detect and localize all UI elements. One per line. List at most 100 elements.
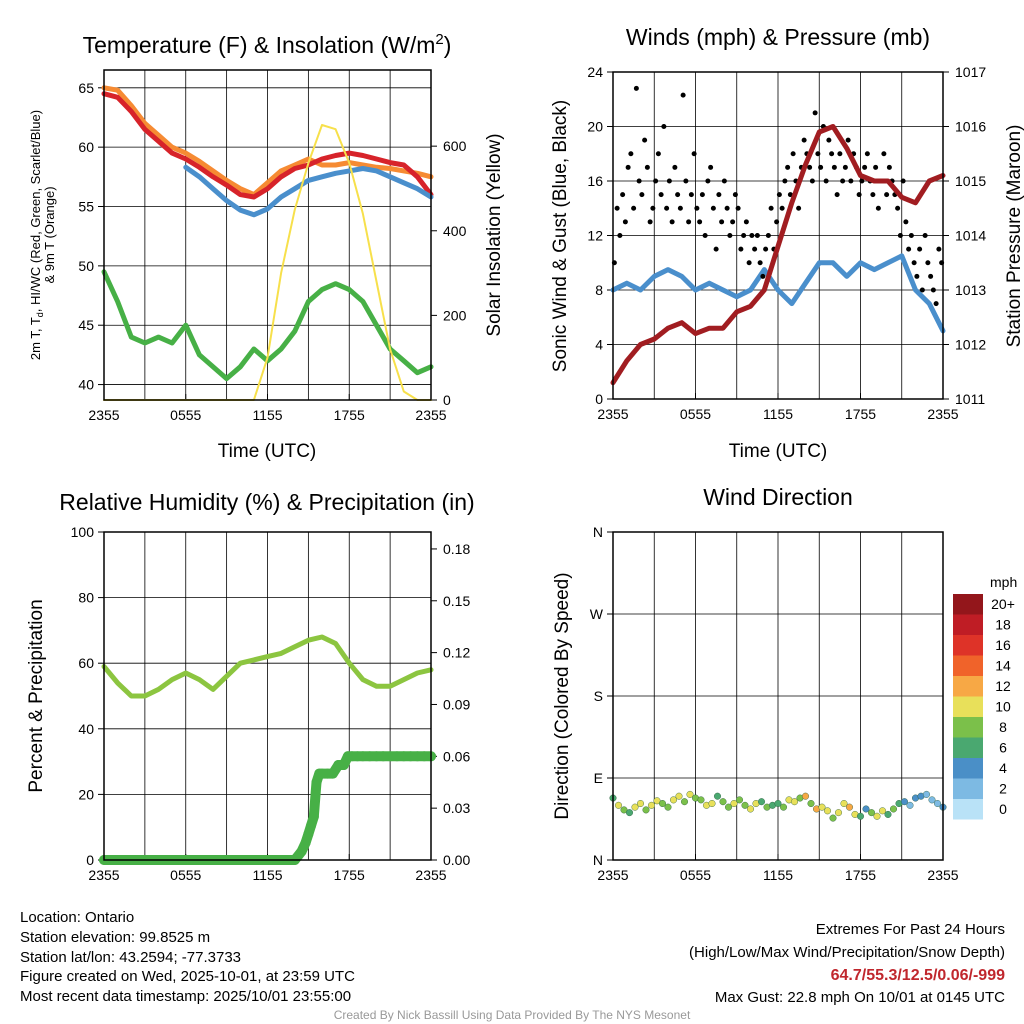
- gust-point: [809, 178, 815, 184]
- wind-direction-title: Wind Direction: [703, 484, 853, 510]
- gust-point: [881, 151, 887, 157]
- y-tick-label: 20: [587, 119, 603, 135]
- gust-point: [856, 192, 862, 198]
- colorbar-swatch: [953, 778, 983, 799]
- wind-direction-point: [791, 798, 799, 806]
- gust-point: [650, 205, 656, 211]
- gust-point: [834, 192, 840, 198]
- wind-direction-point: [807, 800, 815, 808]
- gust-point: [730, 219, 736, 225]
- colorbar-label: 0: [999, 801, 1007, 817]
- y-tick-label: N: [593, 524, 603, 540]
- gust-point: [644, 164, 650, 170]
- gust-point: [815, 151, 821, 157]
- wind-direction-point: [697, 796, 705, 804]
- gust-point: [688, 192, 694, 198]
- sonic-wind-line: [610, 253, 946, 334]
- y-right-tick-label: 400: [443, 223, 467, 239]
- gust-point: [666, 178, 672, 184]
- wind-direction-point: [736, 796, 744, 804]
- gust-point: [721, 178, 727, 184]
- wind-direction-point: [620, 806, 628, 814]
- gust-point: [917, 246, 923, 252]
- y-right-tick-label: 1011: [955, 391, 985, 407]
- wind-direction-point: [642, 806, 650, 814]
- gust-point: [785, 164, 791, 170]
- solar-y-label: Solar Insolation (Yellow): [484, 133, 505, 336]
- gust-point: [642, 137, 648, 143]
- wind-direction-point: [901, 798, 909, 806]
- gust-point: [749, 233, 755, 238]
- y-tick-label: 60: [78, 139, 94, 155]
- colorbar-swatch: [953, 799, 983, 820]
- gust-point: [617, 233, 623, 238]
- plot-frame: [612, 71, 944, 400]
- created-text: Figure created on Wed, 2025-10-01, at 23…: [20, 968, 355, 985]
- temp-y-label: 2m T, Td, HI/WC (Red, Green, Scarlet/Blu…: [28, 110, 45, 360]
- colorbar-swatch: [953, 614, 983, 635]
- wind-direction-point: [818, 803, 826, 811]
- gust-point: [719, 219, 725, 225]
- wind-direction-point: [868, 809, 876, 817]
- gust-point: [683, 178, 689, 184]
- gust-point: [911, 260, 917, 266]
- gust-point: [628, 151, 634, 157]
- wind-direction-point: [934, 800, 942, 808]
- y-tick-label: 8: [595, 282, 603, 298]
- y-tick-label: 24: [587, 64, 603, 80]
- colorbar-swatch: [953, 737, 983, 758]
- temp-2m-line: [101, 91, 434, 200]
- y-right-tick-label: 1014: [955, 228, 986, 244]
- wind-direction-point: [780, 803, 788, 811]
- colorbar-swatch: [953, 655, 983, 676]
- gust-point: [702, 233, 708, 238]
- wind-direction-point: [890, 805, 898, 813]
- pressure-y-label: Station Pressure (Maroon): [1004, 125, 1024, 348]
- y-right-tick-label: 1017: [955, 64, 986, 80]
- wind-direction-point: [862, 805, 870, 813]
- winds-y-label: Sonic Wind & Gust (Blue, Black): [550, 100, 571, 372]
- colorbar-label: 12: [995, 678, 1011, 694]
- x-tick-label: 1155: [252, 407, 282, 423]
- colorbar-label: 8: [999, 719, 1007, 735]
- gust-point: [840, 178, 846, 184]
- gust-point: [669, 219, 675, 225]
- y-right-tick-label: 0.09: [443, 696, 470, 712]
- gust-point: [653, 178, 659, 184]
- wind-direction-point: [835, 809, 843, 817]
- gust-point: [908, 233, 914, 238]
- gust-point: [933, 301, 939, 307]
- gust-point: [705, 178, 711, 184]
- wind-direction-point: [714, 792, 722, 800]
- wind-direction-point: [928, 796, 936, 804]
- gust-point: [636, 178, 642, 184]
- y-tick-label: 60: [78, 655, 94, 671]
- gust-point: [884, 192, 890, 198]
- gust-point: [787, 192, 793, 198]
- y-right-tick-label: 0.18: [443, 541, 470, 557]
- gust-point: [694, 205, 700, 211]
- wind-direction-point: [664, 803, 672, 811]
- colorbar-swatch: [953, 635, 983, 656]
- y-right-tick-label: 1013: [955, 282, 986, 298]
- gust-point: [870, 192, 876, 198]
- gust-point: [622, 219, 628, 225]
- credit-text: Created By Nick Bassill Using Data Provi…: [334, 1008, 691, 1022]
- rh-y-label: Percent & Precipitation: [26, 599, 47, 792]
- gust-point: [903, 219, 909, 225]
- wind-direction-point: [873, 812, 881, 820]
- wind-direction-point: [884, 810, 892, 818]
- colorbar-swatch: [953, 758, 983, 779]
- extremes-subtitle: (High/Low/Max Wind/Precipitation/Snow De…: [689, 944, 1005, 961]
- x-tick-label: 1755: [334, 867, 365, 883]
- gust-point: [873, 164, 879, 170]
- gust-point: [818, 164, 824, 170]
- y-tick-label: 80: [78, 590, 94, 606]
- gust-point: [697, 219, 703, 225]
- y-tick-label: 12: [587, 228, 603, 244]
- gust-point: [900, 178, 906, 184]
- x-tick-label: 2355: [927, 406, 958, 422]
- gust-point: [812, 110, 818, 116]
- gust-point: [845, 137, 851, 143]
- colorbar-label: 16: [995, 637, 1011, 653]
